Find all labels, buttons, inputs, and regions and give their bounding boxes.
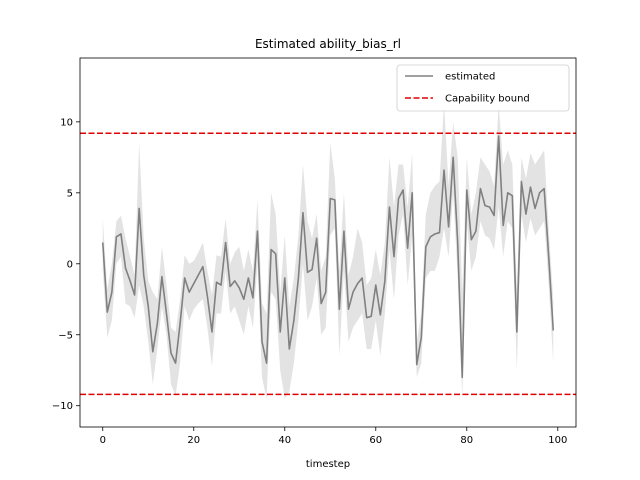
x-tick-label: 20 [187,435,200,446]
series-estimated-line [101,135,555,379]
x-tick-label: 80 [460,435,473,446]
legend-box [396,64,570,112]
y-tick-label: 10 [60,117,73,128]
plot-area: 0 20 40 60 80 100 −10 −5 0 5 10 [52,57,577,446]
x-tick-label: 60 [369,435,382,446]
y-tick-label: −5 [58,330,73,341]
x-tick-label: 40 [278,435,291,446]
legend-label: estimated [445,72,495,83]
chart-title: Estimated ability_bias_rl [255,37,401,51]
legend-label: Capability bound [445,94,530,105]
y-tick-label: 0 [67,259,73,270]
plot-series-group [80,103,576,399]
x-tick-label: 100 [548,435,567,446]
y-tick-label: 5 [67,188,73,199]
x-tick-label: 0 [100,435,106,446]
y-tick-label: −10 [52,401,73,412]
axes-frame [79,57,577,428]
legend: estimated Capability bound [396,64,570,112]
x-axis-label: timestep [306,459,350,470]
